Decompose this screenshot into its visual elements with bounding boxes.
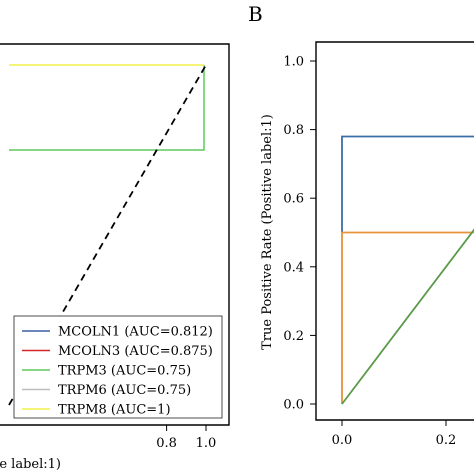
panel-a-legend-label: TRPM3 (AUC=0.75): [58, 364, 191, 379]
panel-b-series-3: [341, 228, 474, 405]
panel-b-y-tick-label: 0.6: [283, 192, 304, 207]
panel-a: 0.81.0 ve label:1) MCOLN1 (AUC=0.812)MCO…: [0, 43, 230, 472]
panel-b-y-axis-label: True Positive Rate (Positive label:1): [260, 114, 275, 350]
panel-a-x-ticks: 0.8 1.0: [156, 425, 216, 451]
panel-b-y-tick-label: 0.4: [283, 260, 304, 275]
panel-a-legend: MCOLN1 (AUC=0.812) MCOLN3 (AUC=0.875) TRPM…: [13, 315, 223, 419]
panel-b-axes-frame: [315, 41, 474, 421]
panel-a-legend-label: TRPM6 (AUC=0.75): [58, 383, 191, 398]
panel-b-x-tick-label: 0.0: [332, 433, 353, 448]
panel-b-plot-area: [341, 135, 474, 405]
panel-a-legend-box: [13, 315, 223, 419]
panel-b-series-2: [341, 231, 474, 404]
panel-b-letter: B: [248, 2, 263, 26]
panel-a-series-trpm3: [9, 65, 205, 151]
panel-b-y-tick-label: 0.8: [283, 123, 304, 138]
panel-a-axes-frame: [0, 43, 230, 426]
panel-b-y-tick-label: 0.2: [283, 329, 304, 344]
panel-b: B True Positive Rate (Positive label:1) …: [248, 2, 474, 448]
panel-b-y-tick-label: 1.0: [283, 55, 304, 70]
panel-a-legend-entries: MCOLN1 (AUC=0.812) MCOLN3 (AUC=0.875) TRPM…: [22, 325, 213, 418]
panel-a-x-axis-label: ve label:1): [0, 457, 61, 472]
panel-a-x-tick-label: 0.8: [156, 436, 177, 451]
panel-a-legend-label: TRPM8 (AUC=1): [58, 403, 171, 418]
panel-b-y-tick-label: 0.0: [283, 398, 304, 413]
panel-b-y-ticks: 0.0 0.2 0.4 0.6 0.8 1.0: [283, 55, 316, 413]
panel-b-series-lines: [341, 135, 474, 405]
panel-b-x-ticks: 0.0 0.2: [332, 420, 457, 448]
panel-a-legend-label: MCOLN1 (AUC=0.812): [58, 325, 213, 340]
panel-b-x-tick-label: 0.2: [436, 433, 457, 448]
panel-a-legend-label: MCOLN3 (AUC=0.875): [58, 344, 213, 359]
panel-a-x-tick-label: 1.0: [196, 436, 217, 451]
panel-b-series-1: [341, 135, 474, 233]
